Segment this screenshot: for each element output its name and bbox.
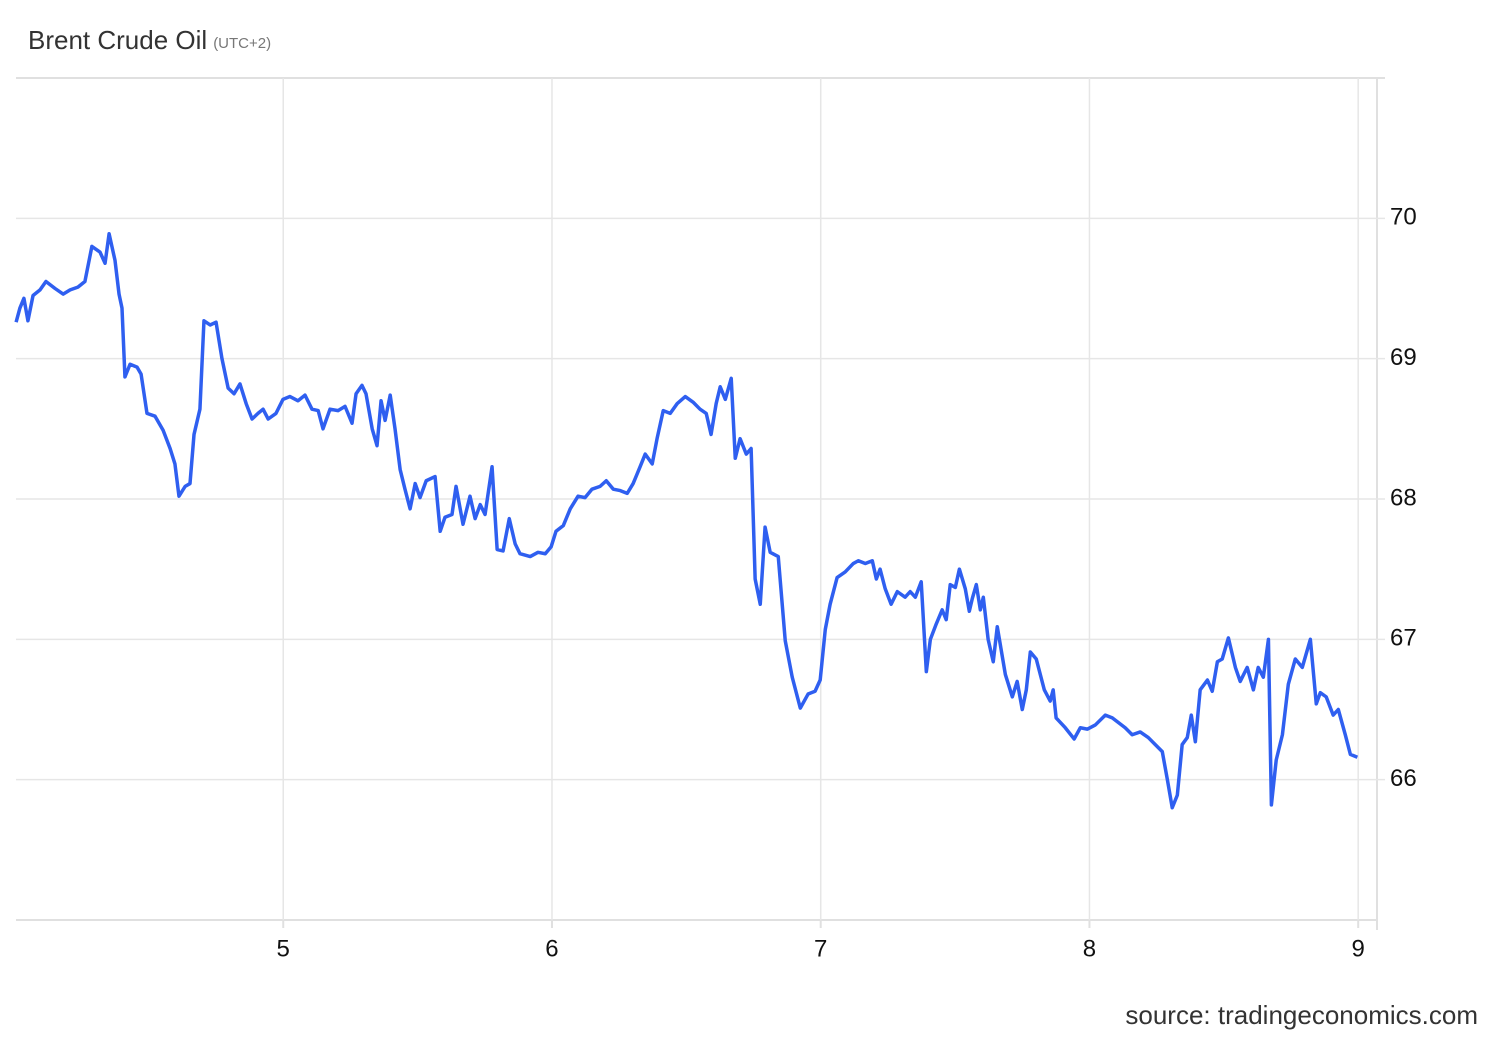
y-tick-label: 66: [1390, 765, 1417, 792]
y-tick-label: 67: [1390, 625, 1417, 652]
source-note: source: tradingeconomics.com: [1125, 1000, 1478, 1030]
x-tick-label: 6: [545, 935, 558, 962]
y-tick-label: 69: [1390, 344, 1417, 371]
x-tick-label: 8: [1083, 935, 1096, 962]
y-tick-label: 68: [1390, 484, 1417, 511]
x-tick-label: 9: [1352, 935, 1365, 962]
x-tick-label: 7: [814, 935, 827, 962]
chart-title: Brent Crude Oil: [28, 25, 207, 55]
x-tick-label: 5: [277, 935, 290, 962]
price-line: [14, 232, 1359, 810]
chart-subtitle: (UTC+2): [213, 35, 271, 52]
y-tick-label: 70: [1390, 204, 1417, 231]
